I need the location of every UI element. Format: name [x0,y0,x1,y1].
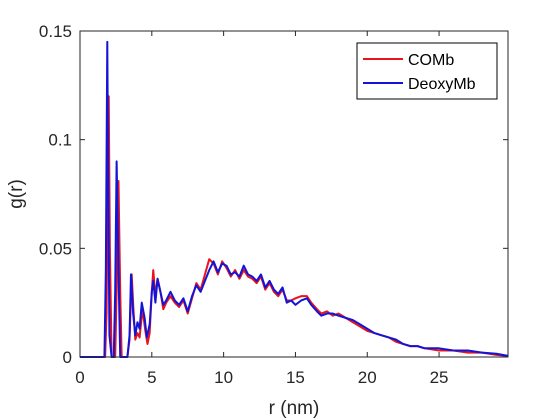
y-tick-label: 0.15 [39,22,72,41]
y-axis-label: g(r) [6,179,27,209]
y-tick-label: 0.05 [39,239,72,258]
x-tick-label: 15 [286,368,305,387]
x-tick-label: 5 [147,368,156,387]
y-tick-label: 0.1 [48,131,72,150]
x-tick-label: 0 [75,368,84,387]
x-tick-label: 25 [430,368,449,387]
x-tick-label: 20 [358,368,377,387]
y-tick-label: 0 [63,348,72,367]
x-tick-label: 10 [214,368,233,387]
legend-label-comb: COMb [408,52,454,69]
x-axis-label: r (nm) [269,398,320,419]
legend-label-deoxymb: DeoxyMb [408,76,476,93]
legend: COMb DeoxyMb [357,43,497,99]
